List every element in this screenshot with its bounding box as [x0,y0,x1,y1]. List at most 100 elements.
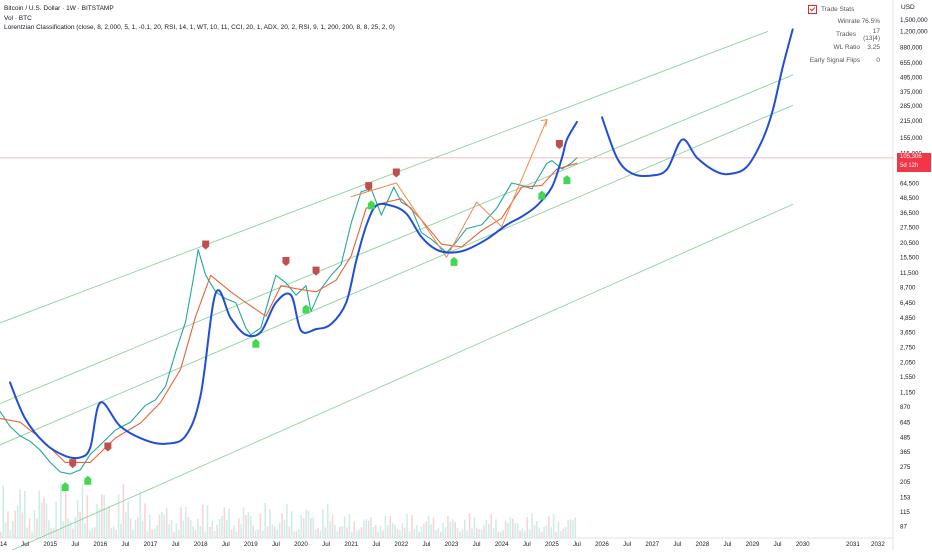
volume-bar [550,527,553,538]
volume-bar [343,516,346,538]
checkbox-icon[interactable] [808,5,817,14]
volume-bar [254,530,257,538]
volume-bar [144,503,146,538]
x-tick-label: Jul [774,541,782,548]
volume-bar [122,484,125,538]
volume-bar [435,530,437,538]
volume-bar [230,529,233,538]
buy-signal [302,304,310,314]
symbol-title[interactable]: Bitcoin / U.S. Dollar · 1W · BITSTAMP [4,5,114,12]
volume-bar [247,512,250,538]
y-tick-label: 870 [900,404,911,411]
volume-bar [454,522,456,538]
volume-bar [495,519,497,538]
y-tick-label: 36,500 [900,210,919,217]
stats-row: WL Ratio 3.25 [804,41,890,54]
trade-stats-header[interactable]: Trade Stats [804,4,890,15]
volume-bar [274,526,276,538]
volume-bar [103,495,105,538]
volume-bar [468,513,471,538]
x-tick-label: Jul [422,541,430,548]
volume-bar [7,511,9,538]
volume-bar [84,523,86,538]
sell-signal [312,266,320,276]
x-tick-label: 2030 [796,541,810,548]
sell-signal-marker [365,182,373,192]
x-tick-label: Jul [623,541,631,548]
y-tick-label: 880,000 [900,45,923,52]
volume-bar [351,531,353,538]
axis-currency[interactable]: USD [901,4,915,11]
x-tick-label: Jul [673,541,681,548]
y-tick-label: 375,000 [900,89,923,96]
volume-bar [418,531,420,538]
volume-bar [519,530,521,538]
volume-bar [521,528,524,538]
volume-bar [175,523,178,538]
volume-bar [209,526,211,538]
volume-bar [425,521,428,538]
volume-bar [151,529,153,538]
volume-bar [516,523,519,538]
volume-bar [437,528,440,538]
volume-bar [257,529,259,538]
volume-bar [514,523,516,538]
volume-bar [560,531,562,538]
volume-bar [562,528,565,538]
sell-signal [392,168,400,178]
volume-bar [269,509,271,538]
volume-bar [26,527,28,538]
volume-bar [447,515,449,538]
volume-bar [252,525,254,538]
y-tick-label: 153 [900,494,911,501]
trade-stats-panel: Trade Stats Winrate 76.5% Trades 17 (13|4)… [804,4,890,67]
volume-bar [163,514,166,538]
volume-bar [307,510,310,538]
volume-bar [408,531,411,538]
volume-bar [161,512,163,538]
buy-signal-marker [61,482,69,492]
stats-row: Trades 17 (13|4) [804,28,890,42]
x-tick-label: 2029 [746,541,760,548]
y-tick-label: 115 [900,509,910,516]
volume-bar [153,528,156,538]
volume-bar [127,501,129,538]
volume-bar [427,516,430,538]
y-tick-label: 2,050 [900,360,916,367]
y-tick-label: 645 [900,420,911,427]
buy-signal-marker [252,338,260,348]
volume-bar [146,531,149,538]
volume-bar [382,530,384,538]
volume-bar [456,528,459,538]
channel-line [0,104,794,446]
volume-bar [31,531,33,538]
y-tick-label: 155,000 [900,135,923,142]
volume-bar [199,526,202,538]
volume-label[interactable]: Vol · BTC [4,14,32,22]
volume-bar [132,529,134,538]
volume-bar [204,531,206,538]
volume-bar [391,522,394,538]
volume-bar [288,526,291,538]
volume-bar [242,507,245,538]
volume-bar [500,531,502,538]
volume-bar [197,519,199,538]
x-tick-label: 2031 [846,541,860,548]
indicator-label[interactable]: Lorentzian Classification (close, 8, 2,0… [4,24,395,31]
stats-label-winrate: Winrate [837,18,860,25]
volume-bar [192,526,194,538]
volume-bar [334,524,336,538]
x-tick-label: 2028 [696,541,710,548]
candle-countdown: 5d 12h [900,163,919,169]
volume-bar [471,528,473,538]
y-tick-label: 15,500 [900,254,919,261]
sell-signal-marker [392,168,400,178]
volume-bar [177,529,180,538]
volume-bar [564,527,567,538]
volume-bar [218,519,221,538]
volume-bar [108,505,110,538]
volume-bar [137,517,139,538]
volume-bar [43,497,45,538]
